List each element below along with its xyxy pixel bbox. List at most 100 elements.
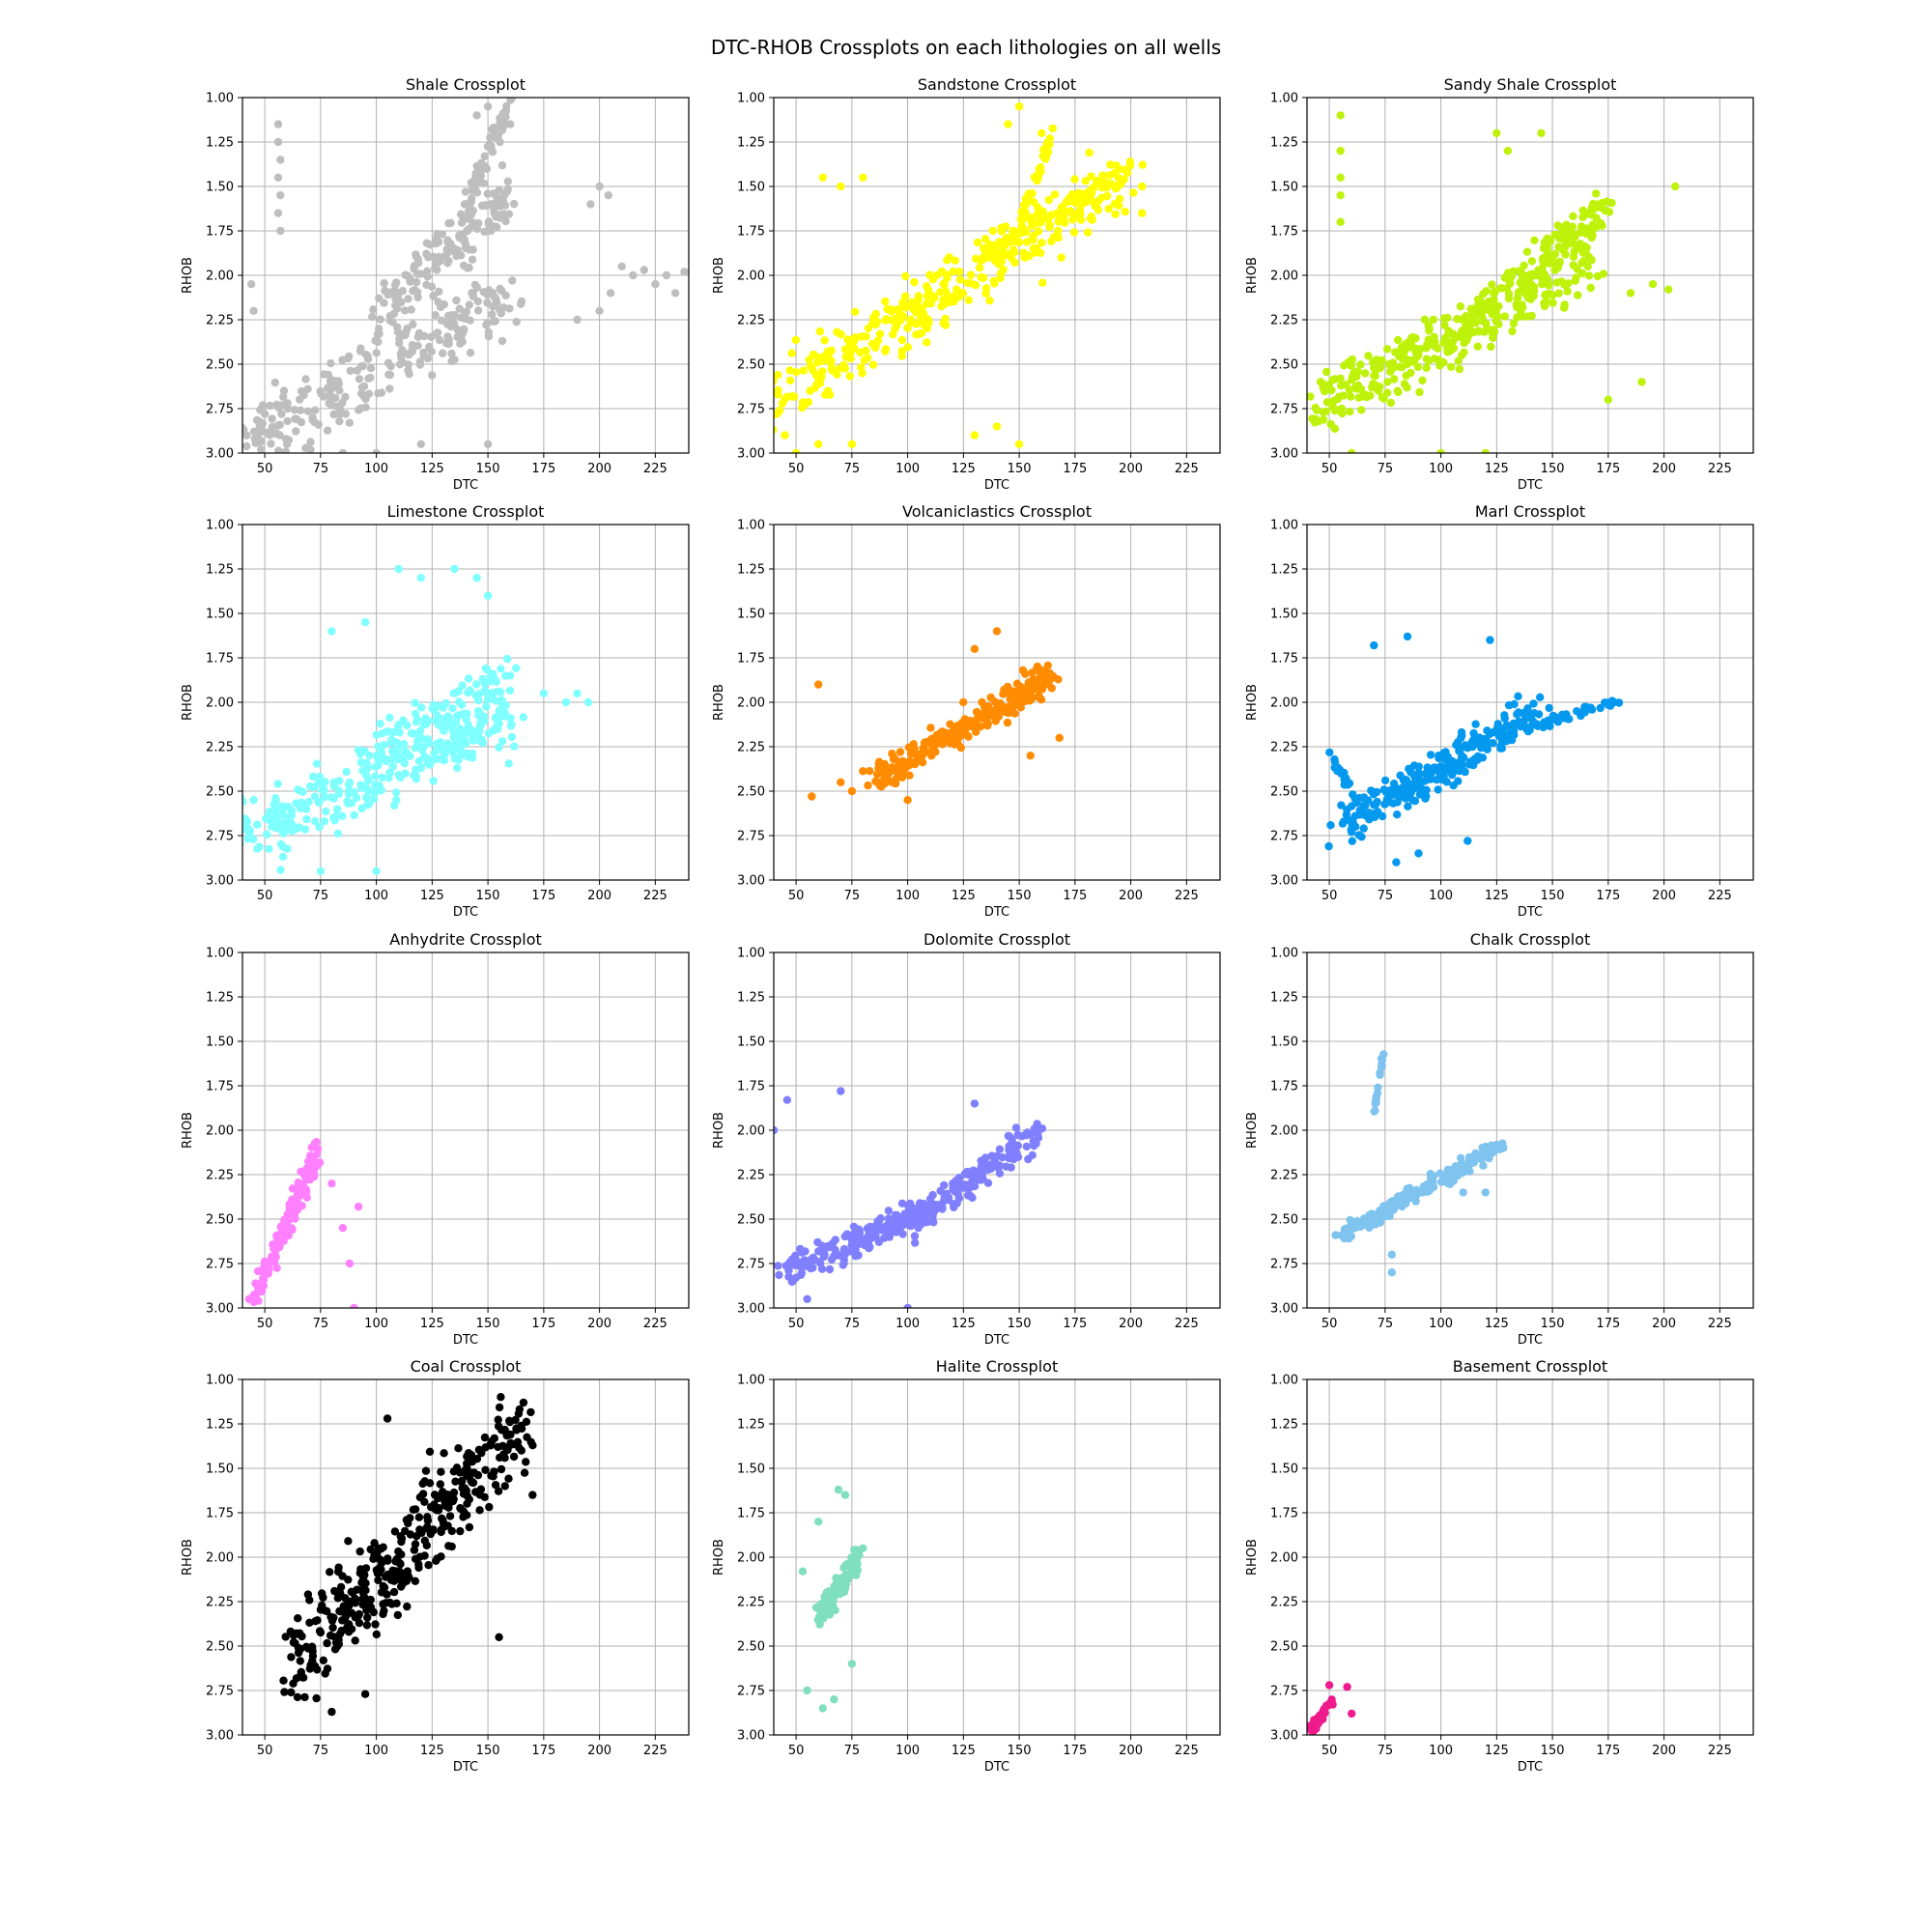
scatter-point xyxy=(933,1201,942,1209)
scatter-point xyxy=(512,1424,521,1433)
y-tick-label: 1.75 xyxy=(1270,1507,1298,1521)
scatter-point xyxy=(455,727,465,736)
scatter-point xyxy=(495,743,503,752)
scatter-point xyxy=(312,1693,321,1703)
scatter-point xyxy=(469,736,478,745)
scatter-point xyxy=(1325,748,1334,757)
x-tick-label: 125 xyxy=(420,462,444,476)
scatter-point xyxy=(1423,775,1432,784)
scatter-point xyxy=(458,681,467,690)
scatter-point xyxy=(1009,1154,1018,1164)
scatter-point xyxy=(1125,157,1135,166)
scatter-point xyxy=(445,1512,455,1520)
scatter-point xyxy=(1014,102,1024,111)
y-tick-label: 2.25 xyxy=(1270,741,1298,755)
scatter-point xyxy=(492,696,500,705)
scatter-point xyxy=(1380,776,1390,785)
scatter-point xyxy=(412,252,421,261)
scatter-point xyxy=(785,366,794,375)
scatter-point xyxy=(271,801,280,810)
scatter-point xyxy=(509,1452,519,1462)
scatter-point xyxy=(306,781,315,791)
subplot-2: 50 75 100 125 150 175 200 225 1.00 1.25 1.50 1.75 2.… xyxy=(712,75,1221,493)
scatter-point xyxy=(308,1652,318,1661)
scatter-point xyxy=(413,332,423,341)
y-tick-label: 1.00 xyxy=(737,947,765,961)
scatter-point xyxy=(639,266,648,274)
scatter-point xyxy=(292,1674,301,1683)
scatter-point xyxy=(329,781,339,791)
scatter-point xyxy=(474,1445,484,1455)
scatter-point xyxy=(323,1606,331,1616)
scatter-series xyxy=(242,564,593,875)
scatter-point xyxy=(432,329,440,339)
scatter-point xyxy=(1578,206,1588,214)
y-tick-label: 2.50 xyxy=(206,785,234,800)
scatter-point xyxy=(1370,812,1379,822)
x-axis-label: DTC xyxy=(453,905,478,920)
y-tick-label: 2.25 xyxy=(737,1596,765,1610)
scatter-point xyxy=(497,336,507,346)
scatter-point xyxy=(380,741,388,750)
scatter-point xyxy=(864,324,873,333)
scatter-point xyxy=(1481,1188,1491,1197)
scatter-point xyxy=(1569,261,1578,270)
scatter-point xyxy=(1550,249,1560,259)
scatter-point xyxy=(388,762,397,771)
scatter-point xyxy=(903,1202,913,1210)
scatter-point xyxy=(294,1188,302,1197)
scatter-point xyxy=(356,1565,365,1574)
scatter-point xyxy=(440,1449,448,1458)
subplot-title: Sandstone Crossplot xyxy=(918,75,1076,94)
scatter-point xyxy=(919,1218,927,1227)
x-axis-label: DTC xyxy=(984,905,1009,920)
scatter-point xyxy=(428,704,437,713)
y-tick-label: 1.00 xyxy=(737,519,765,533)
subplot-12: 50 75 100 125 150 175 200 225 1.00 1.25 1.50 1.75 2.… xyxy=(1245,1357,1754,1775)
subplot-title: Sandy Shale Crossplot xyxy=(1444,75,1617,94)
y-tick-label: 1.00 xyxy=(206,92,234,106)
scatter-point xyxy=(304,1644,313,1653)
scatter-point xyxy=(420,1536,429,1546)
scatter-point xyxy=(332,383,341,392)
scatter-point xyxy=(434,1504,443,1513)
scatter-point xyxy=(1523,294,1533,302)
scatter-point xyxy=(412,1532,421,1541)
scatter-point xyxy=(351,1613,359,1622)
x-tick-label: 50 xyxy=(257,1744,273,1758)
scatter-point xyxy=(1469,735,1478,744)
scatter-point xyxy=(1092,181,1100,189)
scatter-point xyxy=(344,1537,353,1546)
scatter-point xyxy=(1574,291,1582,299)
scatter-point xyxy=(895,748,905,756)
scatter-point xyxy=(497,1393,505,1402)
scatter-point xyxy=(818,356,827,365)
scatter-point xyxy=(960,715,969,724)
scatter-point xyxy=(999,265,1008,274)
scatter-point xyxy=(901,292,910,300)
scatter-point xyxy=(985,247,994,257)
scatter-point xyxy=(500,1454,509,1463)
scatter-point xyxy=(1604,700,1612,709)
scatter-point xyxy=(595,306,604,315)
scatter-point xyxy=(955,1182,965,1192)
scatter-point xyxy=(411,744,419,753)
scatter-point xyxy=(499,1426,508,1435)
scatter-point xyxy=(957,728,967,737)
y-tick-label: 1.25 xyxy=(206,1418,234,1433)
scatter-point xyxy=(345,418,354,427)
scatter-point xyxy=(416,574,425,582)
y-tick-label: 3.00 xyxy=(206,874,234,889)
x-tick-label: 50 xyxy=(1321,462,1338,476)
scatter-point xyxy=(1054,217,1063,226)
scatter-point xyxy=(483,440,493,448)
scatter-point xyxy=(1392,858,1401,867)
x-tick-label: 150 xyxy=(1008,889,1032,903)
scatter-point xyxy=(400,758,410,768)
scatter-point xyxy=(305,1618,314,1628)
scatter-point xyxy=(457,700,467,709)
scatter-point xyxy=(272,1231,281,1240)
y-tick-label: 3.00 xyxy=(206,1729,234,1744)
scatter-point xyxy=(1380,800,1389,809)
scatter-point xyxy=(344,781,354,789)
